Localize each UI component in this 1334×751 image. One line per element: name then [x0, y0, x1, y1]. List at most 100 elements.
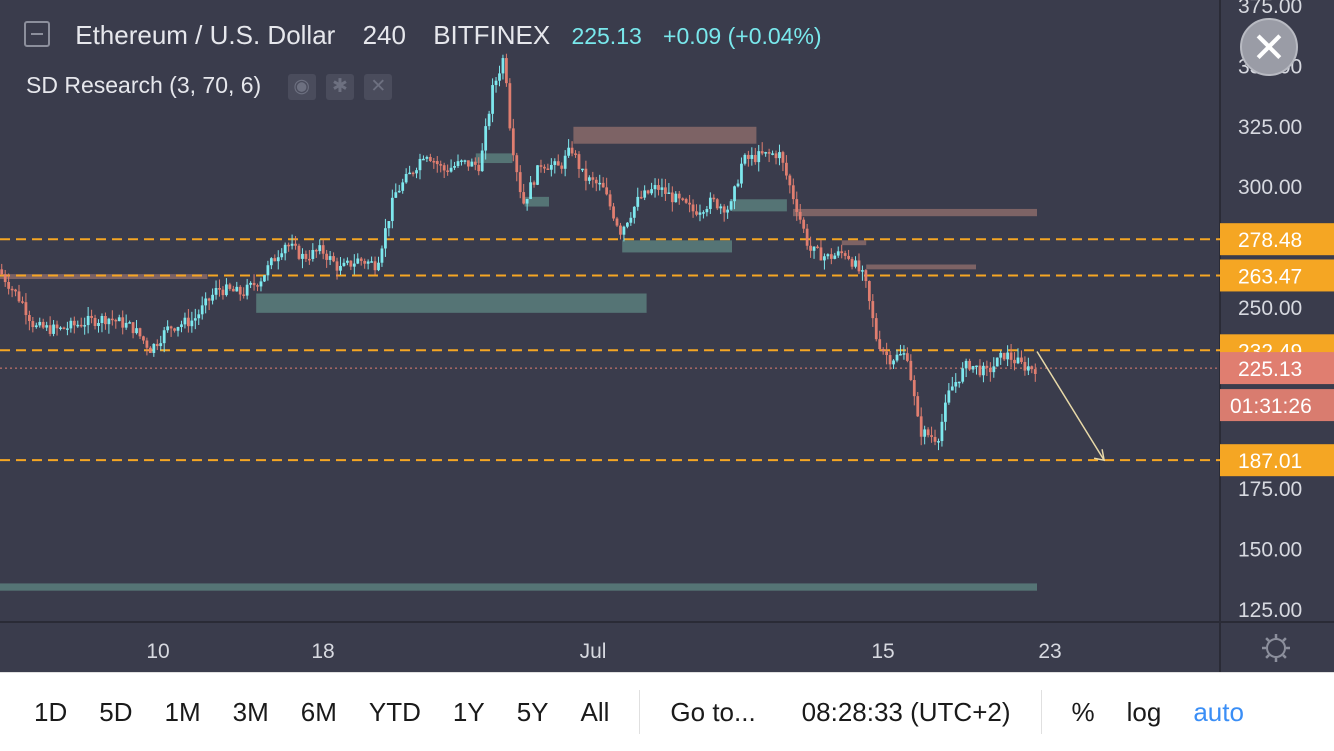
candle-body: [854, 260, 857, 267]
candle-body: [66, 328, 69, 330]
price-label-box: [1220, 259, 1334, 292]
candle-body: [798, 211, 802, 220]
range-all-button[interactable]: All: [580, 696, 610, 727]
candle-body: [439, 164, 443, 166]
range-1d-button[interactable]: 1D: [34, 696, 68, 727]
candle-body: [733, 186, 736, 202]
candle-body: [93, 317, 97, 326]
candle-body: [916, 396, 920, 417]
candle-body: [691, 204, 695, 212]
close-button[interactable]: ✕: [1240, 18, 1298, 76]
range-1y-button[interactable]: 1Y: [452, 696, 485, 727]
candle-body: [802, 219, 806, 229]
candle-body: [909, 360, 913, 381]
candle-body: [328, 256, 332, 260]
gear-ring: [1266, 638, 1286, 658]
candle-body: [307, 258, 311, 261]
candle-body: [705, 208, 709, 213]
projection-arrowhead: [1093, 449, 1106, 462]
candle-body: [664, 187, 667, 194]
candle-body: [72, 320, 76, 326]
goto-button[interactable]: Go to...: [670, 696, 756, 727]
candle-body: [577, 154, 581, 169]
candle-body: [978, 365, 982, 376]
candle-body: [359, 258, 363, 261]
eye-icon[interactable]: ◉: [287, 73, 316, 100]
candle-body: [522, 192, 526, 204]
candle-body: [411, 172, 415, 175]
interval-label: 240: [362, 20, 406, 50]
candle-body: [584, 168, 588, 181]
price-label: 263.47: [1238, 265, 1302, 288]
candle-body: [235, 286, 239, 292]
candle-body: [453, 165, 456, 168]
candle-body: [674, 193, 678, 203]
candle-body: [238, 286, 242, 295]
range-6m-button[interactable]: 6M: [300, 696, 337, 727]
candle-body: [670, 192, 674, 203]
candle-body: [750, 154, 754, 159]
exchange-label: BITFINEX: [433, 20, 551, 50]
candle-body: [415, 170, 418, 174]
candle-body: [657, 185, 660, 190]
candle-body: [546, 168, 550, 170]
percent-scale-button[interactable]: %: [1071, 696, 1095, 727]
collapse-legend-icon[interactable]: [24, 21, 50, 48]
chart-settings-icon[interactable]: [1262, 634, 1290, 662]
range-5d-button[interactable]: 5D: [99, 696, 133, 727]
countdown-label: 01:31:26: [1230, 395, 1312, 418]
auto-scale-button[interactable]: auto: [1193, 696, 1244, 727]
candle-body: [266, 265, 270, 276]
candle-body: [466, 160, 470, 167]
supply-zone: [841, 240, 867, 246]
candle-body: [494, 80, 498, 86]
settings-gear-icon[interactable]: ✱: [326, 73, 354, 100]
gear-tooth: [1282, 654, 1287, 659]
candle-body: [805, 228, 809, 246]
candle-body: [667, 192, 671, 194]
candle-body: [34, 325, 38, 328]
range-1m-button[interactable]: 1M: [164, 696, 201, 727]
candle-body: [508, 83, 512, 129]
candle-body: [166, 326, 170, 331]
candle-body: [346, 260, 349, 263]
candle-body: [59, 327, 62, 330]
candle-body: [847, 255, 850, 259]
candle-body: [477, 164, 481, 172]
candle-body: [560, 165, 564, 169]
x-tick-label: 18: [311, 640, 334, 663]
candle-body: [297, 245, 301, 259]
demand-zone: [622, 240, 732, 253]
indicator-name: SD Research (3, 70, 6): [26, 72, 262, 98]
candle-body: [639, 196, 643, 199]
price-chart[interactable]: 375.00350.00325.00300.00250.00175.00150.…: [0, 0, 1334, 672]
remove-indicator-icon[interactable]: ✕: [364, 73, 393, 100]
range-5y-button[interactable]: 5Y: [516, 696, 549, 727]
candle-body: [771, 153, 774, 155]
candle-body: [515, 155, 519, 173]
candle-body: [446, 170, 450, 172]
candle-body: [404, 173, 408, 183]
demand-zone: [256, 293, 647, 313]
candle-body: [543, 166, 546, 169]
price-label-box: [1220, 223, 1334, 256]
candle-body: [114, 319, 118, 322]
candle-body: [214, 288, 218, 295]
candle-body: [401, 182, 405, 191]
candle-body: [518, 172, 522, 193]
candle-body: [0, 269, 4, 275]
candle-body: [339, 265, 342, 271]
indicator-legend: SD Research (3, 70, 6) ◉ ✱ ✕: [26, 72, 393, 100]
candle-body: [892, 360, 895, 365]
range-3m-button[interactable]: 3M: [232, 696, 269, 727]
candle-body: [473, 161, 477, 165]
candle-body: [225, 284, 228, 296]
candle-body: [176, 327, 180, 331]
chart-area[interactable]: 375.00350.00325.00300.00250.00175.00150.…: [0, 0, 1334, 672]
candle-body: [982, 365, 985, 376]
range-ytd-button[interactable]: YTD: [368, 696, 421, 727]
clock-display: 08:28:33 (UTC+2): [801, 696, 1011, 727]
candle-body: [304, 253, 308, 259]
candle-body: [940, 421, 944, 442]
log-scale-button[interactable]: log: [1126, 696, 1162, 727]
